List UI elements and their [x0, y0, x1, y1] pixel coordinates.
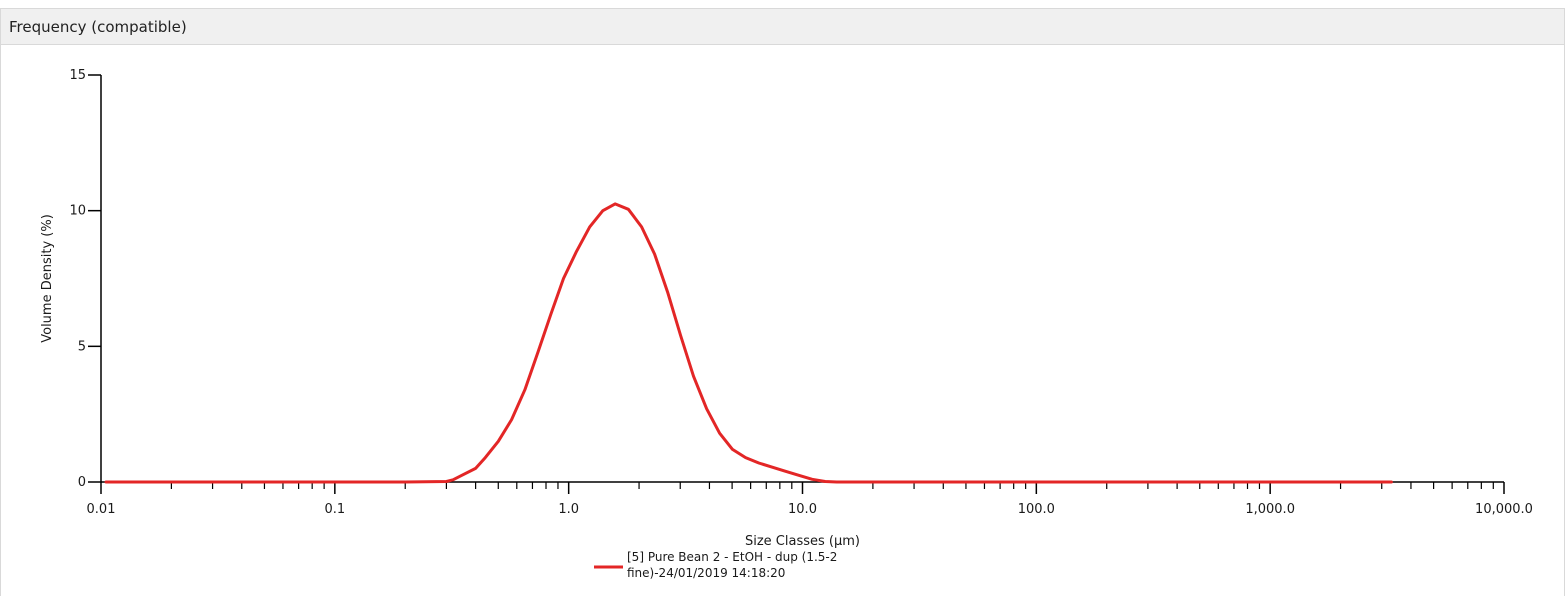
x-tick-label: 0.01 — [87, 502, 116, 517]
x-tick-label: 10.0 — [788, 502, 817, 517]
x-tick-label: 1,000.0 — [1245, 502, 1295, 517]
y-axis-title: Volume Density (%) — [40, 214, 55, 343]
chart-panel: Frequency (compatible) — [0, 8, 1565, 596]
x-axis-title: Size Classes (µm) — [745, 534, 860, 549]
legend-label: [5] Pure Bean 2 - EtOH - dup (1.5-2 fine)… — [627, 550, 837, 580]
x-tick-label: 1.0 — [558, 502, 579, 517]
panel-title: Frequency (compatible) — [1, 9, 1564, 45]
x-tick-label: 100.0 — [1018, 502, 1055, 517]
y-tick-label: 15 — [69, 68, 86, 83]
y-tick-label: 10 — [69, 204, 86, 219]
legend: [5] Pure Bean 2 - EtOH - dup (1.5-2 fine)… — [594, 550, 837, 580]
x-tick-label: 0.1 — [324, 502, 345, 517]
series-line — [104, 202, 1393, 484]
y-tick-label: 0 — [78, 475, 86, 490]
series-layer — [104, 202, 1393, 484]
x-tick-label: 10,000.0 — [1475, 502, 1533, 517]
axes: 0 5 10 15 0.01 0.1 1.0 10.0 100.0 1,000.0 10,000.0… — [40, 68, 1533, 549]
y-tick-label: 5 — [78, 339, 86, 354]
